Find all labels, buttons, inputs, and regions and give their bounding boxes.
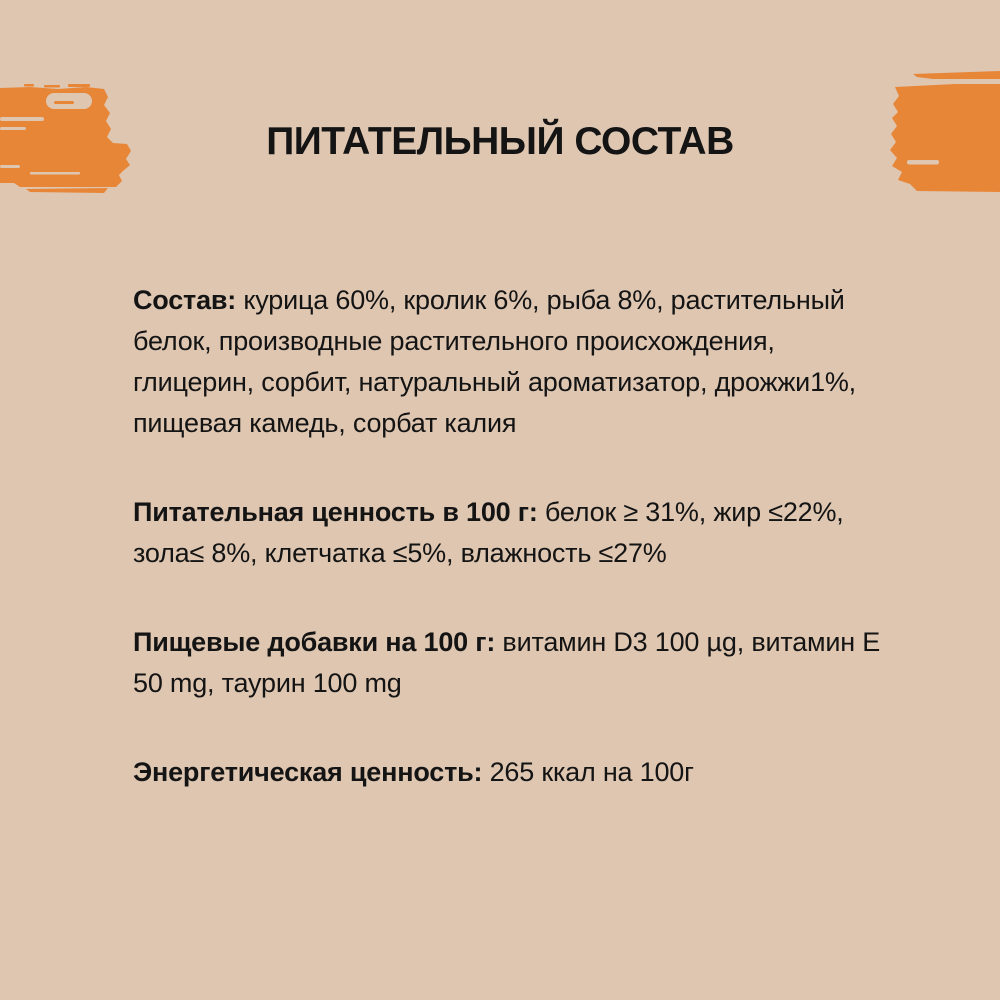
- section-additives: Пищевые добавки на 100 г: витамин D3 100…: [133, 622, 881, 704]
- section-energy-value-text: 265 ккал на 100г: [482, 757, 694, 787]
- section-nutritional-value: Питательная ценность в 100 г: белок ≥ 31…: [133, 492, 881, 574]
- section-composition-text: курица 60%, кролик 6%, рыба 8%, растител…: [133, 285, 856, 438]
- section-nutritional-value-label: Питательная ценность в 100 г:: [133, 497, 538, 527]
- brush-stroke-left-icon: [0, 84, 131, 193]
- section-additives-label: Пищевые добавки на 100 г:: [133, 627, 496, 657]
- section-energy-value-label: Энергетическая ценность:: [133, 757, 483, 787]
- section-nutritional-value-text: белок ≥ 31%, жир ≤22%, зола≤ 8%, клетчат…: [133, 497, 844, 568]
- section-composition: Состав: курица 60%, кролик 6%, рыба 8%, …: [133, 280, 881, 444]
- page-title: ПИТАТЕЛЬНЫЙ СОСТАВ: [266, 120, 734, 163]
- section-energy-value: Энергетическая ценность: 265 ккал на 100…: [133, 752, 881, 793]
- section-composition-label: Состав:: [133, 285, 237, 315]
- nutrition-sections: Состав: курица 60%, кролик 6%, рыба 8%, …: [133, 280, 881, 841]
- brush-stroke-right-icon: [890, 71, 1000, 192]
- section-additives-text: витамин D3 100 µg, витамин E 50 mg, таур…: [133, 627, 881, 698]
